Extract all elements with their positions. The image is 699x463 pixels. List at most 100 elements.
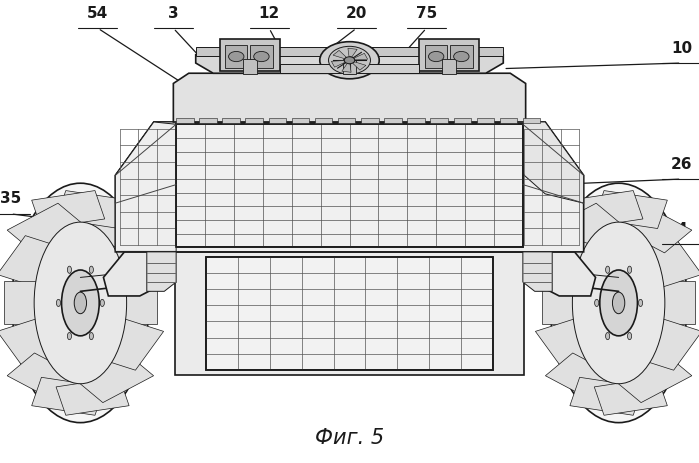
Bar bbox=[454, 119, 471, 124]
Polygon shape bbox=[570, 191, 643, 229]
Polygon shape bbox=[333, 51, 346, 60]
Polygon shape bbox=[103, 252, 171, 296]
Bar bbox=[315, 119, 332, 124]
Ellipse shape bbox=[229, 52, 244, 63]
Bar bbox=[500, 119, 517, 124]
Ellipse shape bbox=[34, 223, 127, 384]
Polygon shape bbox=[651, 282, 696, 325]
Ellipse shape bbox=[100, 300, 104, 307]
Bar bbox=[408, 119, 425, 124]
Bar bbox=[523, 119, 540, 124]
Polygon shape bbox=[113, 282, 157, 325]
Ellipse shape bbox=[89, 333, 94, 340]
Bar bbox=[176, 119, 194, 124]
Text: 26: 26 bbox=[671, 156, 692, 171]
Bar bbox=[225, 46, 247, 69]
Ellipse shape bbox=[89, 267, 94, 274]
Polygon shape bbox=[594, 377, 668, 415]
Polygon shape bbox=[342, 64, 351, 73]
Ellipse shape bbox=[344, 57, 355, 64]
Polygon shape bbox=[634, 319, 699, 370]
Bar bbox=[477, 119, 494, 124]
Polygon shape bbox=[31, 191, 105, 229]
Text: 12: 12 bbox=[259, 6, 280, 21]
Polygon shape bbox=[353, 63, 366, 71]
Bar bbox=[206, 257, 493, 370]
Polygon shape bbox=[3, 282, 48, 325]
Polygon shape bbox=[535, 319, 603, 370]
Ellipse shape bbox=[254, 52, 269, 63]
Polygon shape bbox=[523, 252, 552, 292]
Polygon shape bbox=[545, 353, 624, 403]
Polygon shape bbox=[7, 204, 85, 253]
Text: 54: 54 bbox=[87, 6, 108, 21]
Ellipse shape bbox=[67, 267, 71, 274]
Bar bbox=[176, 125, 523, 248]
Polygon shape bbox=[147, 252, 176, 292]
Text: 10: 10 bbox=[671, 41, 692, 56]
Polygon shape bbox=[173, 74, 526, 123]
Polygon shape bbox=[331, 62, 345, 68]
Polygon shape bbox=[535, 236, 603, 288]
Polygon shape bbox=[503, 123, 584, 204]
Bar bbox=[243, 60, 257, 75]
Text: 20: 20 bbox=[346, 6, 367, 21]
Bar bbox=[431, 119, 448, 124]
Ellipse shape bbox=[57, 300, 61, 307]
Bar bbox=[338, 119, 355, 124]
Bar bbox=[419, 40, 479, 72]
Bar bbox=[280, 65, 419, 74]
Bar bbox=[250, 46, 273, 69]
Ellipse shape bbox=[628, 267, 632, 274]
Polygon shape bbox=[570, 377, 643, 415]
Polygon shape bbox=[542, 282, 586, 325]
Polygon shape bbox=[56, 377, 129, 415]
Ellipse shape bbox=[600, 270, 637, 336]
Polygon shape bbox=[115, 123, 584, 252]
Ellipse shape bbox=[605, 267, 610, 274]
Bar bbox=[361, 119, 379, 124]
Bar bbox=[222, 119, 240, 124]
Polygon shape bbox=[56, 191, 129, 229]
Polygon shape bbox=[634, 236, 699, 288]
Ellipse shape bbox=[74, 293, 87, 314]
Bar bbox=[343, 60, 356, 75]
Polygon shape bbox=[115, 123, 196, 204]
Polygon shape bbox=[31, 377, 105, 415]
Bar bbox=[291, 119, 309, 124]
Polygon shape bbox=[175, 252, 524, 375]
Bar bbox=[268, 119, 286, 124]
Bar bbox=[450, 46, 473, 69]
Bar bbox=[384, 119, 402, 124]
Polygon shape bbox=[594, 191, 668, 229]
Bar bbox=[220, 40, 280, 72]
Bar bbox=[176, 125, 523, 248]
Polygon shape bbox=[7, 353, 85, 403]
Polygon shape bbox=[528, 252, 596, 296]
Polygon shape bbox=[96, 236, 164, 288]
Bar bbox=[196, 48, 503, 56]
Bar bbox=[442, 60, 456, 75]
Polygon shape bbox=[75, 204, 154, 253]
Polygon shape bbox=[0, 319, 65, 370]
Text: 3: 3 bbox=[168, 6, 179, 21]
Bar bbox=[199, 119, 217, 124]
Text: 75: 75 bbox=[416, 6, 437, 21]
Polygon shape bbox=[115, 123, 176, 252]
Ellipse shape bbox=[595, 300, 599, 307]
Polygon shape bbox=[614, 353, 692, 403]
Bar bbox=[425, 46, 447, 69]
Text: 4: 4 bbox=[676, 221, 687, 236]
Ellipse shape bbox=[67, 333, 71, 340]
Ellipse shape bbox=[12, 184, 149, 423]
Polygon shape bbox=[75, 353, 154, 403]
Ellipse shape bbox=[628, 333, 632, 340]
Polygon shape bbox=[354, 54, 368, 61]
Ellipse shape bbox=[454, 52, 469, 63]
Polygon shape bbox=[545, 204, 624, 253]
Bar bbox=[245, 119, 263, 124]
Polygon shape bbox=[96, 319, 164, 370]
Polygon shape bbox=[348, 49, 357, 58]
Ellipse shape bbox=[428, 52, 444, 63]
Ellipse shape bbox=[320, 43, 379, 80]
